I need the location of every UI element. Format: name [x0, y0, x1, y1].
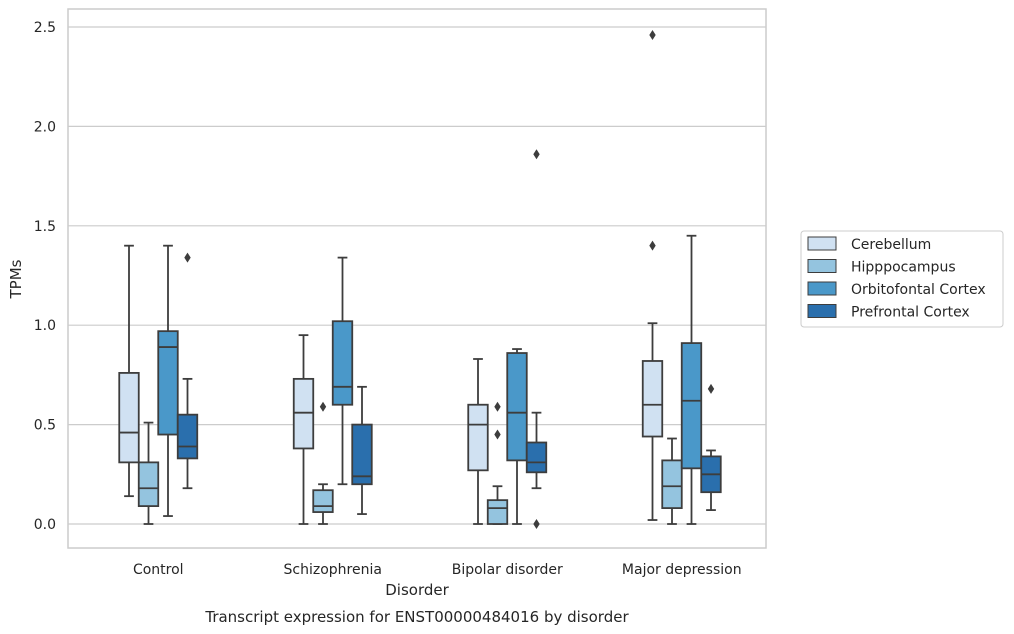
x-tick-label: Control — [133, 562, 184, 578]
box-series — [118, 29, 722, 529]
legend-frame — [800, 230, 1004, 328]
box-2-0 — [467, 358, 489, 525]
box-iqr — [176, 413, 199, 460]
legend-label: Cerebellum — [851, 237, 931, 253]
box-iqr — [525, 441, 548, 474]
outlier-point — [184, 252, 191, 263]
box-iqr — [137, 461, 160, 508]
box-iqr — [680, 342, 703, 470]
box-2-2 — [506, 348, 528, 525]
box-1-3 — [351, 385, 373, 515]
outlier-point — [533, 149, 540, 160]
legend-label: Orbitofontal Cortex — [851, 282, 986, 298]
box-0-0 — [118, 244, 140, 498]
box-2-3 — [525, 149, 548, 529]
legend-swatch — [807, 304, 837, 318]
legend-label: Prefrontal Cortex — [851, 305, 970, 321]
chart-caption: Transcript expression for ENST0000048401… — [204, 608, 629, 626]
y-tick-label: 1.5 — [34, 219, 56, 235]
legend-items: Cerebellum Hipppocampus Orbitofontal Corte… — [807, 236, 986, 321]
box-0-2 — [157, 244, 179, 517]
box-3-1 — [661, 437, 683, 525]
y-tick-label: 2.0 — [34, 119, 56, 135]
box-iqr — [467, 403, 489, 472]
outlier-point — [319, 401, 327, 412]
legend-swatch — [807, 281, 837, 296]
box-0-1 — [137, 421, 160, 525]
box-iqr — [351, 423, 373, 486]
y-axis-title: TPMs — [7, 259, 25, 299]
outlier-point — [494, 429, 501, 440]
box-iqr — [661, 459, 683, 509]
y-tick-label: 0.5 — [34, 418, 56, 434]
box-3-2 — [680, 234, 703, 525]
box-1-0 — [292, 334, 315, 525]
box-0-3 — [176, 252, 199, 490]
x-tick-label: Major depression — [622, 562, 742, 578]
box-iqr — [506, 352, 528, 462]
box-3-3 — [700, 383, 722, 511]
x-tick-label: Bipolar disorder — [452, 562, 563, 578]
box-iqr — [486, 499, 509, 525]
outlier-point — [533, 519, 540, 529]
box-1-1 — [312, 401, 334, 525]
box-iqr — [331, 320, 354, 406]
outlier-point — [649, 29, 656, 40]
x-axis-title: Disorder — [385, 581, 449, 599]
box-1-2 — [331, 256, 354, 486]
legend-swatch — [807, 236, 837, 251]
outlier-point — [649, 240, 656, 251]
y-tick-label: 0.0 — [34, 517, 56, 533]
box-iqr — [157, 330, 179, 436]
y-tick-label: 1.0 — [34, 318, 56, 334]
box-3-0 — [641, 29, 664, 521]
box-iqr — [118, 372, 140, 464]
y-tick-label: 2.5 — [34, 20, 56, 36]
y-axis-ticks: 0.0 0.5 1.0 1.5 2.0 2.5 — [34, 20, 56, 533]
x-axis-ticks: Control Schizophrenia Bipolar disorder Majo… — [133, 562, 742, 578]
legend: Cerebellum Hipppocampus Orbitofontal Corte… — [800, 230, 1004, 328]
x-tick-label: Schizophrenia — [284, 562, 382, 578]
outlier-point — [494, 401, 501, 412]
box-iqr — [292, 377, 315, 450]
legend-swatch — [807, 259, 837, 273]
box-2-1 — [486, 401, 509, 525]
box-iqr — [312, 489, 334, 513]
gridlines — [68, 26, 766, 525]
outlier-point — [707, 383, 715, 394]
legend-label: Hipppocampus — [851, 260, 956, 276]
plot-area-frame — [67, 8, 767, 549]
box-iqr — [641, 360, 664, 438]
